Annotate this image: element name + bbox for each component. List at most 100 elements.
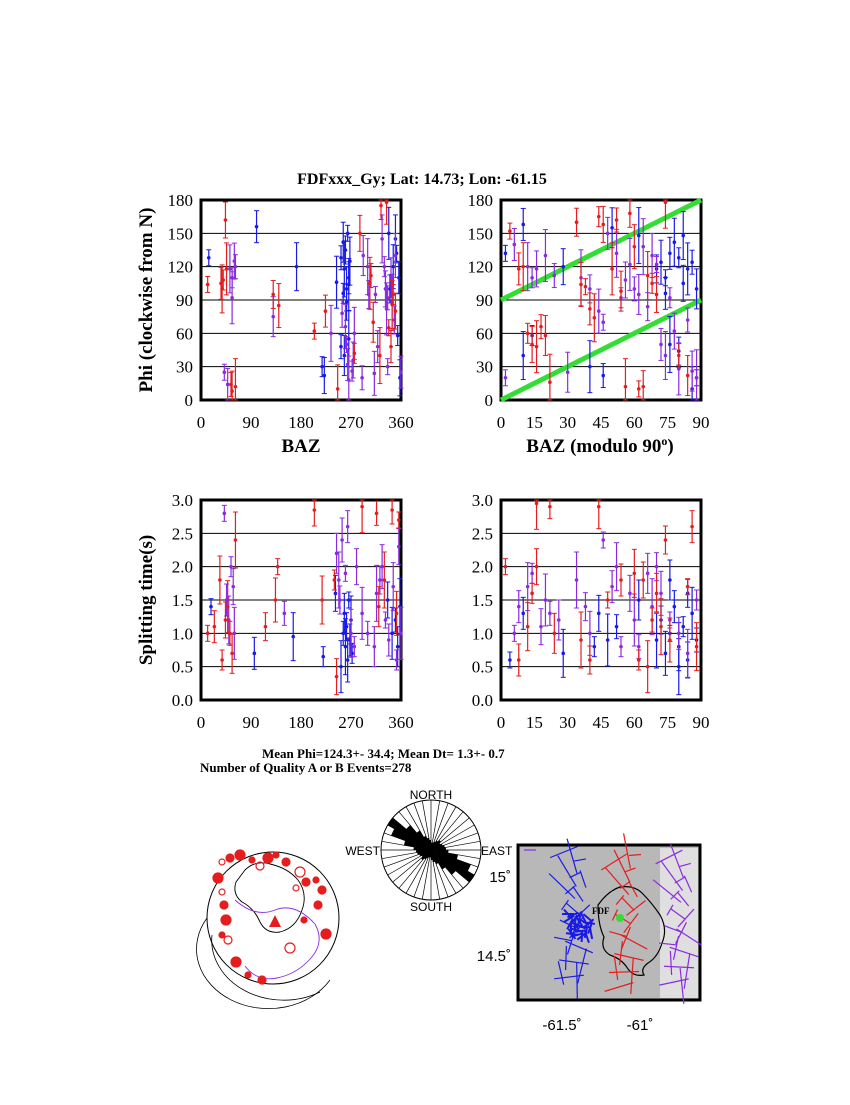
data-point bbox=[234, 385, 238, 389]
y-tick-label: 0.0 bbox=[172, 691, 193, 710]
x-tick-label: 0 bbox=[197, 413, 206, 432]
earthquake-marker bbox=[221, 915, 231, 925]
x-tick-label: 90 bbox=[243, 713, 260, 732]
data-point bbox=[397, 518, 401, 522]
data-point bbox=[224, 218, 228, 222]
data-point bbox=[588, 287, 592, 291]
data-point bbox=[655, 638, 659, 642]
data-point bbox=[347, 283, 351, 287]
data-point bbox=[394, 254, 398, 258]
data-point bbox=[584, 285, 588, 289]
x-tick-label: 45 bbox=[593, 413, 610, 432]
data-point bbox=[677, 354, 681, 358]
y-tick-label: 2.0 bbox=[472, 558, 493, 577]
data-point bbox=[646, 665, 650, 669]
data-point bbox=[615, 218, 619, 222]
y-axis-label: Phi (clockwise from N) bbox=[136, 208, 157, 393]
rose-south-label: SOUTH bbox=[410, 900, 452, 914]
data-point bbox=[579, 283, 583, 287]
x-tick-label: 0 bbox=[497, 413, 506, 432]
data-point bbox=[396, 645, 400, 649]
data-point bbox=[628, 592, 632, 596]
data-point bbox=[690, 612, 694, 616]
data-point bbox=[633, 572, 637, 576]
data-point bbox=[561, 265, 565, 269]
data-point bbox=[223, 512, 227, 516]
data-point bbox=[271, 315, 275, 319]
data-point bbox=[597, 505, 601, 509]
data-point bbox=[619, 645, 623, 649]
y-tick-label: 30 bbox=[176, 358, 193, 377]
data-point bbox=[320, 365, 324, 369]
data-point bbox=[230, 296, 234, 300]
data-point bbox=[588, 365, 592, 369]
data-point bbox=[206, 283, 210, 287]
data-point bbox=[291, 635, 295, 639]
data-point bbox=[334, 592, 338, 596]
data-point bbox=[637, 387, 641, 391]
data-point bbox=[504, 565, 508, 569]
y-tick-label: 60 bbox=[176, 324, 193, 343]
y-tick-label: 1.0 bbox=[472, 624, 493, 643]
data-point bbox=[668, 252, 672, 256]
data-point bbox=[606, 638, 610, 642]
earthquake-marker bbox=[301, 917, 307, 923]
data-point bbox=[380, 565, 384, 569]
data-point bbox=[526, 332, 530, 336]
data-point bbox=[548, 380, 552, 384]
data-point bbox=[686, 267, 690, 271]
data-point bbox=[230, 652, 234, 656]
data-point bbox=[377, 605, 381, 609]
data-point bbox=[695, 376, 699, 380]
data-point bbox=[633, 287, 637, 291]
data-point bbox=[619, 578, 623, 582]
data-point bbox=[207, 256, 211, 260]
data-point bbox=[695, 645, 699, 649]
data-point bbox=[353, 332, 357, 336]
data-point bbox=[646, 305, 650, 309]
data-point bbox=[226, 605, 230, 609]
data-point bbox=[220, 658, 224, 662]
y-tick-label: 120 bbox=[168, 258, 194, 277]
data-point bbox=[517, 605, 521, 609]
data-point bbox=[378, 354, 382, 358]
data-point bbox=[521, 223, 525, 227]
earthquake-marker bbox=[219, 932, 225, 938]
x-tick-label: 15 bbox=[526, 713, 543, 732]
data-point bbox=[383, 265, 387, 269]
data-point bbox=[615, 565, 619, 569]
earthquake-marker bbox=[245, 972, 251, 978]
data-point bbox=[358, 232, 362, 236]
data-point bbox=[521, 265, 525, 269]
y-tick-label: 2.5 bbox=[172, 524, 193, 543]
data-point bbox=[255, 225, 259, 229]
map-lon-label-61: -61˚ bbox=[627, 1017, 654, 1034]
data-point bbox=[690, 369, 694, 373]
x-tick-label: 90 bbox=[693, 413, 710, 432]
data-point bbox=[206, 632, 210, 636]
data-point bbox=[221, 278, 225, 282]
data-point bbox=[386, 598, 390, 602]
y-tick-label: 1.5 bbox=[472, 591, 493, 610]
data-point bbox=[343, 612, 347, 616]
x-tick-label: 75 bbox=[659, 413, 676, 432]
x-axis-label-end: ) bbox=[667, 436, 673, 457]
data-point bbox=[389, 345, 393, 349]
data-point bbox=[384, 618, 388, 622]
data-point bbox=[340, 312, 344, 316]
data-point bbox=[686, 374, 690, 378]
y-tick-label: 2.0 bbox=[172, 558, 193, 577]
data-point bbox=[521, 354, 525, 358]
data-point bbox=[313, 329, 317, 333]
data-point bbox=[695, 287, 699, 291]
data-point bbox=[673, 240, 677, 244]
data-point bbox=[264, 625, 268, 629]
split-stick bbox=[566, 946, 567, 970]
data-point bbox=[664, 292, 668, 296]
data-point bbox=[535, 267, 539, 271]
data-point bbox=[668, 638, 672, 642]
data-point bbox=[271, 293, 275, 297]
